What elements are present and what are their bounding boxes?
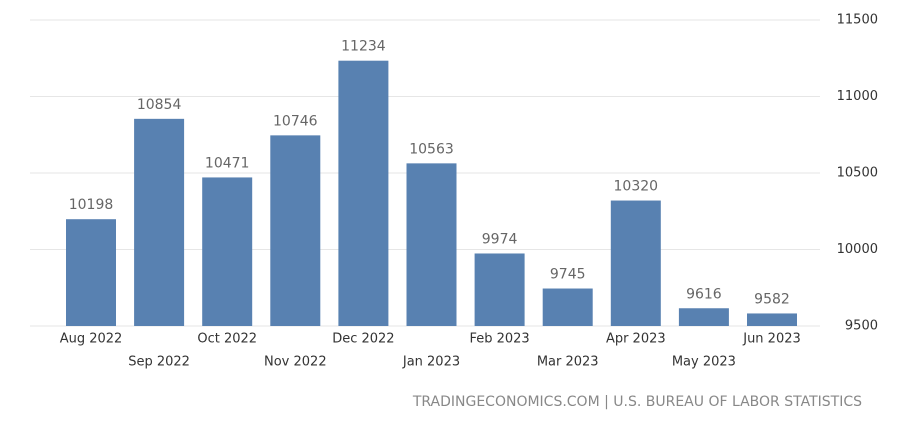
value-label: 10320 <box>614 179 659 195</box>
bar <box>474 253 525 326</box>
x-tick-label: Mar 2023 <box>537 355 599 370</box>
value-label: 10854 <box>137 97 182 113</box>
value-label: 10471 <box>205 155 250 171</box>
x-tick-label: May 2023 <box>672 355 736 370</box>
value-label: 9582 <box>754 291 790 307</box>
x-tick-label: Feb 2023 <box>469 332 529 347</box>
x-tick-label: Sep 2022 <box>128 355 190 370</box>
source: TRADINGECONOMICS.COM | U.S. BUREAU OF LA… <box>412 394 862 410</box>
bar <box>678 308 729 326</box>
x-tick-label: Nov 2022 <box>264 355 327 370</box>
bar <box>66 219 116 326</box>
bar <box>610 200 661 326</box>
x-tick-label: Jun 2023 <box>742 332 801 347</box>
bar <box>338 60 389 326</box>
value-label: 10198 <box>69 197 114 213</box>
x-tick-label: Aug 2022 <box>60 332 123 347</box>
value-label: 9745 <box>550 267 586 283</box>
value-label: 9616 <box>686 286 722 302</box>
x-tick-label: Apr 2023 <box>606 332 666 347</box>
bar <box>134 118 185 326</box>
bar <box>406 163 457 326</box>
value-label: 9974 <box>482 231 518 247</box>
y-tick-label: 9500 <box>845 319 878 334</box>
value-label: 11234 <box>341 39 386 55</box>
y-tick-label: 10000 <box>837 242 878 257</box>
y-tick-label: 10500 <box>837 166 878 181</box>
x-tick-label: Oct 2022 <box>197 332 257 347</box>
x-tick-label: Dec 2022 <box>332 332 394 347</box>
x-tick-label: Jan 2023 <box>402 355 460 370</box>
y-tick-label: 11000 <box>837 89 878 104</box>
value-label: 10563 <box>409 141 454 157</box>
bar <box>542 288 593 326</box>
y-tick-label: 11500 <box>837 13 878 28</box>
value-label: 10746 <box>273 113 318 129</box>
bar <box>270 135 321 326</box>
bar <box>747 313 797 326</box>
bar <box>202 177 253 326</box>
